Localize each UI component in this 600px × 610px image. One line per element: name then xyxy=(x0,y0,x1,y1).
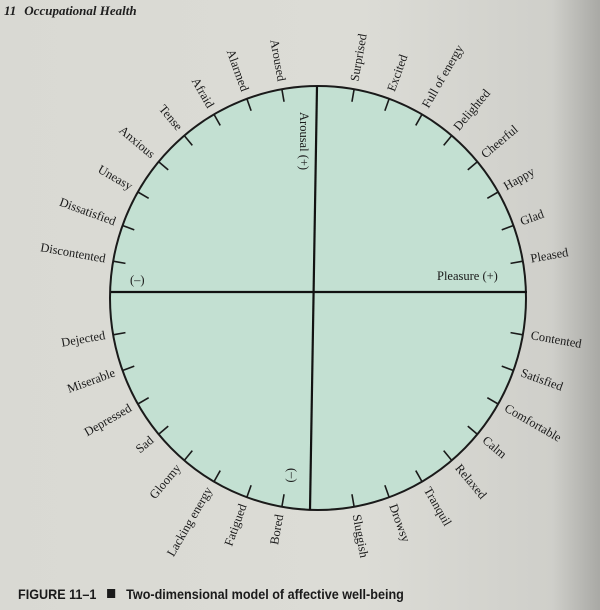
affect-label-gloomy: Gloomy xyxy=(147,461,185,502)
arousal-axis-label: Arousal (+) xyxy=(297,112,311,170)
arousal-negative-label: (–) xyxy=(285,468,299,483)
tick-mark xyxy=(510,260,523,265)
tick-mark xyxy=(113,260,126,265)
affect-label-fatigued: Fatigued xyxy=(222,501,250,548)
caption-text: Two-dimensional model of affective well-… xyxy=(126,586,404,602)
affect-label-dejected: Dejected xyxy=(60,328,107,350)
tick-mark xyxy=(486,396,499,405)
affect-label-tense: Tense xyxy=(156,102,186,134)
affect-label-bored: Bored xyxy=(267,513,286,546)
affect-label-comfortable: Comfortable xyxy=(502,401,564,445)
tick-mark xyxy=(158,425,169,435)
tick-mark xyxy=(137,396,150,405)
chapter-title: Occupational Health xyxy=(24,3,137,18)
tick-mark xyxy=(183,450,193,461)
tick-mark xyxy=(158,161,169,171)
affect-label-alarmed: Alarmed xyxy=(224,47,252,94)
tick-mark xyxy=(384,484,390,498)
tick-mark xyxy=(443,450,453,461)
affect-label-contented: Contented xyxy=(530,328,584,351)
affect-label-surprised: Surprised xyxy=(348,32,370,82)
square-bullet-icon xyxy=(107,589,116,598)
affect-label-excited: Excited xyxy=(384,52,410,93)
affect-label-miserable: Miserable xyxy=(65,365,117,395)
affect-label-pleased: Pleased xyxy=(529,245,570,266)
affect-label-dissatisfied: Dissatisfied xyxy=(58,195,119,229)
tick-mark xyxy=(213,470,221,482)
affect-label-lacking-energy: Lacking energy xyxy=(164,484,215,559)
affect-label-glad: Glad xyxy=(518,207,546,229)
tick-mark xyxy=(113,331,126,336)
tick-mark xyxy=(183,135,193,146)
tick-mark xyxy=(415,470,423,482)
affect-label-uneasy: Uneasy xyxy=(96,162,136,193)
tick-mark xyxy=(486,191,499,200)
affect-label-aroused: Aroused xyxy=(267,38,288,83)
tick-mark xyxy=(213,114,221,126)
arousal-axis xyxy=(308,85,319,511)
affect-label-full-of-energy: Full of energy xyxy=(419,42,467,111)
tick-mark xyxy=(351,494,355,507)
running-head: 11 Occupational Health xyxy=(4,3,137,19)
tick-mark xyxy=(384,98,390,112)
affect-label-tranquil: Tranquil xyxy=(421,484,455,528)
tick-mark xyxy=(122,365,135,372)
tick-mark xyxy=(467,161,478,171)
tick-mark xyxy=(246,484,252,498)
figure-caption: FIGURE 11–1 Two-dimensional model of affe… xyxy=(18,586,404,602)
affect-label-sluggish: Sluggish xyxy=(350,513,372,559)
affect-label-discontented: Discontented xyxy=(39,240,107,265)
affect-label-happy: Happy xyxy=(501,164,538,193)
tick-mark xyxy=(510,331,523,336)
tick-mark xyxy=(246,98,252,112)
affect-label-depressed: Depressed xyxy=(82,401,135,440)
tick-mark xyxy=(415,114,423,126)
affect-label-delighted: Delighted xyxy=(451,86,494,133)
affect-label-calm: Calm xyxy=(480,433,510,461)
tick-mark xyxy=(501,365,514,372)
affect-label-relaxed: Relaxed xyxy=(452,461,490,502)
tick-mark xyxy=(351,89,355,102)
affect-label-afraid: Afraid xyxy=(189,75,218,111)
affect-circle xyxy=(109,85,527,511)
affect-label-satisfied: Satisfied xyxy=(519,366,566,394)
tick-mark xyxy=(467,425,478,435)
figure-number: FIGURE 11–1 xyxy=(18,586,97,602)
tick-mark xyxy=(281,89,285,102)
ticks xyxy=(113,89,523,507)
chapter-number: 11 xyxy=(4,3,17,18)
tick-mark xyxy=(501,224,514,231)
affect-label-drowsy: Drowsy xyxy=(386,502,413,545)
affect-label-anxious: Anxious xyxy=(116,123,158,161)
pleasure-negative-label: (–) xyxy=(130,273,145,287)
tick-mark xyxy=(281,494,285,507)
affect-label-cheerful: Cheerful xyxy=(478,122,521,161)
tick-mark xyxy=(443,135,453,146)
affect-label-sad: Sad xyxy=(133,433,157,456)
tick-mark xyxy=(137,191,150,200)
tick-mark xyxy=(122,224,135,231)
pleasure-axis-label: Pleasure (+) xyxy=(437,269,498,283)
